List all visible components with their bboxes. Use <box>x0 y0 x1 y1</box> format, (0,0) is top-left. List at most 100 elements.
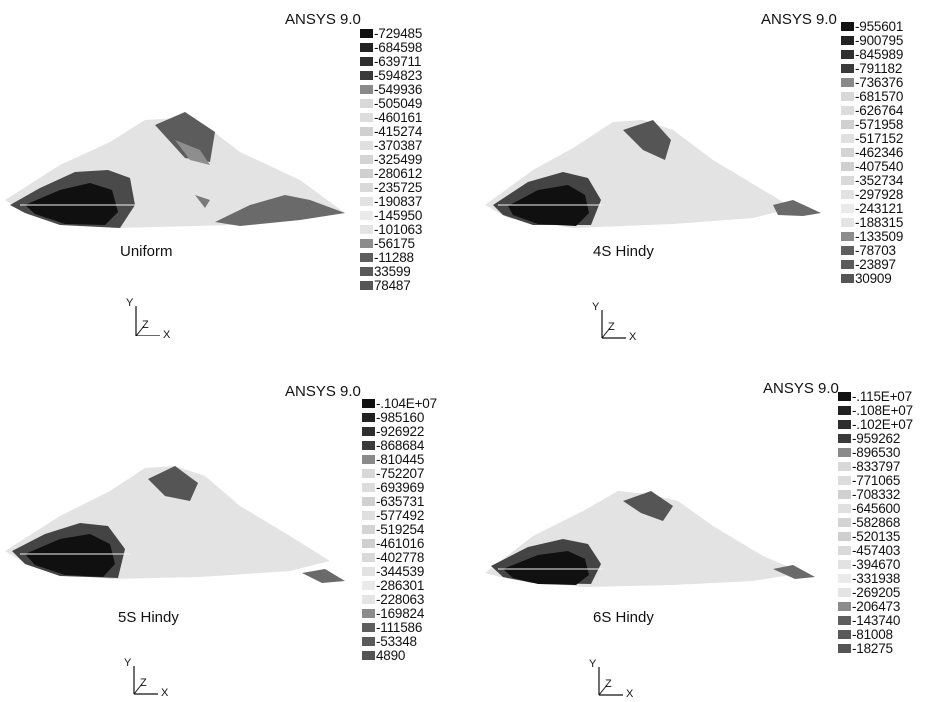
legend-row: -457403 <box>838 544 945 557</box>
legend-row: 33599 <box>360 265 472 278</box>
legend-swatch <box>838 588 851 597</box>
legend-swatch <box>360 127 373 136</box>
legend-swatch <box>841 92 854 101</box>
legend-value: -461016 <box>376 536 425 551</box>
legend-swatch <box>360 113 373 122</box>
legend-swatch <box>360 225 373 234</box>
legend-row: -462346 <box>841 146 945 159</box>
triad-z-label: Z <box>140 677 147 689</box>
legend-value: -206473 <box>852 599 901 614</box>
legend-value: -101063 <box>374 222 423 237</box>
legend-value: -280612 <box>374 166 423 181</box>
coordinate-triad: Y Z X <box>122 296 182 341</box>
legend-row: -206473 <box>838 600 945 613</box>
legend-row: -81008 <box>838 628 945 641</box>
triad-z-label: Z <box>142 319 149 331</box>
legend-swatch <box>360 99 373 108</box>
legend-value: -.104E+07 <box>376 396 437 411</box>
stress-contour-plot <box>5 466 345 583</box>
legend-row: -53348 <box>362 635 472 648</box>
legend-value: -639711 <box>374 54 422 69</box>
legend-swatch <box>362 609 375 618</box>
legend-row: -868684 <box>362 439 472 452</box>
legend-swatch <box>838 392 851 401</box>
legend-value: -188315 <box>855 215 904 230</box>
legend-value: -53348 <box>376 634 417 649</box>
contour-panel-5s-hindy: ANSYS 9.0 -.104E+07 -985160 -926922 -868684… <box>0 351 472 702</box>
legend-value: -549936 <box>374 82 423 97</box>
legend-value: -752207 <box>376 466 425 481</box>
legend-row: -11288 <box>360 251 472 264</box>
legend-row: -56175 <box>360 237 472 250</box>
legend-swatch <box>841 246 854 255</box>
triad-x-label: X <box>161 687 169 699</box>
legend-swatch <box>838 532 851 541</box>
coordinate-triad: Y Z X <box>120 656 180 699</box>
legend-swatch <box>838 602 851 611</box>
legend-value: -56175 <box>374 236 415 251</box>
legend-value: -286301 <box>376 578 425 593</box>
legend-value: -708332 <box>852 487 901 502</box>
legend-swatch <box>838 476 851 485</box>
legend-row: -461016 <box>362 537 472 550</box>
legend-value: -190837 <box>374 194 423 209</box>
legend-value: -810445 <box>376 452 425 467</box>
legend-row: -635731 <box>362 495 472 508</box>
legend-row: -286301 <box>362 579 472 592</box>
legend-value: -344539 <box>376 564 425 579</box>
legend-swatch <box>838 434 851 443</box>
legend-value: -23897 <box>855 257 896 272</box>
legend-swatch <box>838 490 851 499</box>
legend-value: -771065 <box>852 473 901 488</box>
legend-row: -23897 <box>841 258 945 271</box>
legend-row: 30909 <box>841 272 945 285</box>
legend-row: -.115E+07 <box>838 390 945 403</box>
legend-row: -145950 <box>360 209 472 222</box>
legend-row: -344539 <box>362 565 472 578</box>
legend-value: -.102E+07 <box>852 417 913 432</box>
triad-y-label: Y <box>592 301 600 313</box>
legend-value: -626764 <box>855 103 904 118</box>
triad-x-label: X <box>163 329 171 341</box>
stress-contour-plot <box>485 120 821 228</box>
legend-value: -517152 <box>855 131 904 146</box>
legend-swatch <box>841 232 854 241</box>
triad-y-label: Y <box>124 657 132 669</box>
legend-value: -833797 <box>852 459 901 474</box>
legend-value: -243121 <box>855 201 904 216</box>
contour-panel-6s-hindy: ANSYS 9.0 -.115E+07 -.108E+07 -.102E+07 -95… <box>473 351 945 702</box>
legend-row: -985160 <box>362 411 472 424</box>
legend-value: -269205 <box>852 585 901 600</box>
legend-row: -833797 <box>838 460 945 473</box>
legend-row: -517152 <box>841 132 945 145</box>
legend-row: -111586 <box>362 621 472 634</box>
legend-value: 33599 <box>374 264 411 279</box>
legend-row: -133509 <box>841 230 945 243</box>
legend-row: -190837 <box>360 195 472 208</box>
legend-row: -331938 <box>838 572 945 585</box>
legend-swatch <box>362 553 375 562</box>
legend-row: -900795 <box>841 34 945 47</box>
ansys-version-label: ANSYS 9.0 <box>763 380 839 397</box>
legend-swatch <box>838 644 851 653</box>
legend-swatch <box>841 134 854 143</box>
legend-row: -791182 <box>841 62 945 75</box>
legend-swatch <box>360 85 373 94</box>
legend-swatch <box>362 483 375 492</box>
legend-swatch <box>362 637 375 646</box>
legend-value: -.115E+07 <box>852 389 912 404</box>
triad-y-label: Y <box>126 297 134 309</box>
triad-x-label: X <box>629 331 637 343</box>
legend-swatch <box>841 204 854 213</box>
legend-row: -752207 <box>362 467 472 480</box>
legend-row: -639711 <box>360 55 472 68</box>
legend-swatch <box>838 462 851 471</box>
contour-panel-4s-hindy: ANSYS 9.0 -955601 -900795 -845989 -791182 -7… <box>473 0 945 351</box>
legend-swatch <box>841 190 854 199</box>
legend-row: -325499 <box>360 153 472 166</box>
legend-swatch <box>838 504 851 513</box>
legend-swatch <box>362 595 375 604</box>
legend-row: -235725 <box>360 181 472 194</box>
legend-value: -791182 <box>855 61 903 76</box>
legend-value: -645600 <box>852 501 901 516</box>
